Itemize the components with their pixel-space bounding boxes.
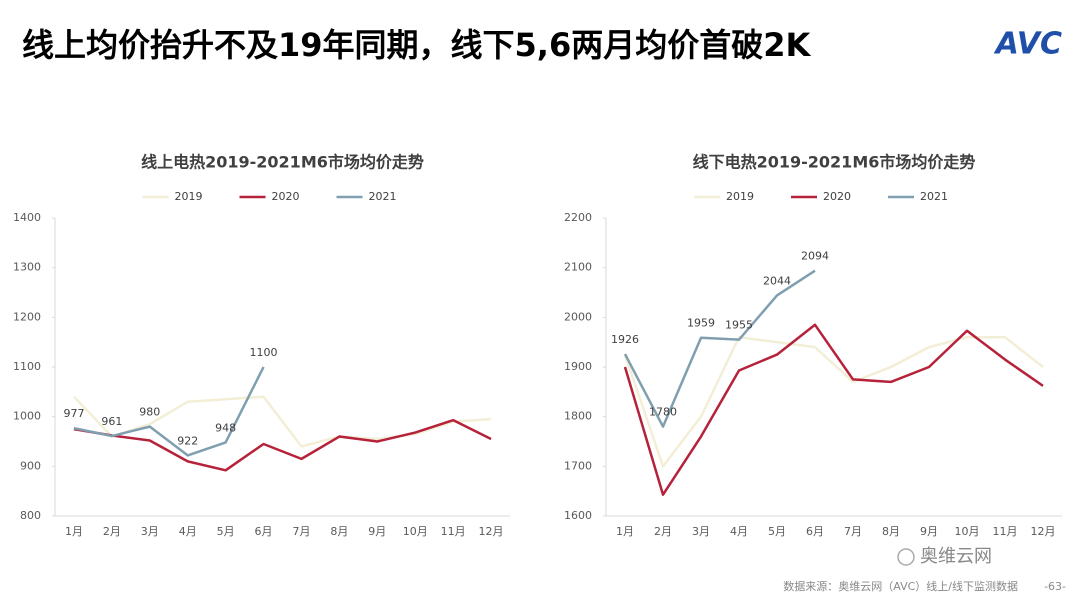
y-tick-label: 900	[20, 459, 41, 472]
y-tick-label: 1300	[13, 261, 41, 274]
x-tick-label: 6月	[806, 525, 824, 538]
x-tick-label: 9月	[368, 525, 386, 538]
data-label: 948	[215, 421, 236, 434]
series-line	[73, 395, 492, 448]
y-tick-label: 1000	[13, 410, 41, 423]
x-tick-label: 1月	[616, 525, 634, 538]
y-tick-label: 1200	[13, 310, 41, 323]
y-tick-label: 800	[20, 509, 41, 522]
legend-label: 2021	[369, 190, 397, 203]
y-tick-label: 1600	[564, 509, 592, 522]
x-tick-label: 4月	[179, 525, 197, 538]
x-tick-label: 1月	[65, 525, 83, 538]
data-label: 1926	[611, 333, 639, 346]
series-line	[623, 269, 816, 428]
data-label: 2044	[763, 274, 791, 287]
x-tick-label: 12月	[479, 525, 504, 538]
y-tick-label: 2100	[564, 261, 592, 274]
data-label: 2094	[801, 250, 829, 263]
x-tick-label: 10月	[955, 525, 980, 538]
y-tick-label: 1900	[564, 360, 592, 373]
series-line	[73, 366, 265, 457]
x-tick-label: 5月	[217, 525, 235, 538]
logo: AVC	[994, 27, 1062, 62]
x-tick-label: 2月	[103, 525, 121, 538]
x-tick-label: 7月	[292, 525, 310, 538]
chart-title: 线上电热2019-2021M6市场均价走势	[141, 153, 424, 172]
data-label: 980	[139, 406, 160, 419]
y-tick-label: 1100	[13, 360, 41, 373]
data-label: 961	[101, 415, 122, 428]
x-tick-label: 8月	[882, 525, 900, 538]
x-tick-label: 8月	[330, 525, 348, 538]
slide-title: 线上均价抬升不及19年同期，线下5,6两月均价首破2K	[22, 26, 811, 64]
legend-label: 2021	[920, 190, 948, 203]
series-line	[623, 323, 1044, 496]
x-tick-label: 3月	[692, 525, 710, 538]
y-tick-label: 1400	[13, 211, 41, 224]
series-line	[73, 418, 492, 472]
legend-label: 2020	[272, 190, 300, 203]
x-tick-label: 7月	[844, 525, 862, 538]
data-label: 1780	[649, 406, 677, 419]
data-label: 922	[177, 434, 198, 447]
x-tick-label: 11月	[993, 525, 1018, 538]
data-label: 1955	[725, 319, 753, 332]
data-label: 1959	[687, 317, 715, 330]
x-tick-label: 12月	[1031, 525, 1056, 538]
x-tick-label: 3月	[141, 525, 159, 538]
page-number: -63-	[1044, 580, 1066, 593]
source-note: 数据来源：奥维云网（AVC）线上/线下监测数据	[783, 579, 1018, 593]
x-tick-label: 2月	[654, 525, 672, 538]
x-tick-label: 9月	[920, 525, 938, 538]
wechat-label: 奥维云网	[920, 546, 992, 567]
y-tick-label: 2200	[564, 211, 592, 224]
data-label: 977	[63, 407, 84, 420]
x-tick-label: 11月	[441, 525, 466, 538]
y-tick-label: 2000	[564, 310, 592, 323]
x-tick-label: 5月	[768, 525, 786, 538]
y-tick-label: 1800	[564, 410, 592, 423]
legend-label: 2020	[823, 190, 851, 203]
series-line	[623, 335, 1044, 468]
wechat-icon	[897, 548, 915, 566]
x-tick-label: 6月	[255, 525, 273, 538]
x-tick-label: 10月	[403, 525, 428, 538]
chart-title: 线下电热2019-2021M6市场均价走势	[693, 153, 976, 172]
data-label: 1100	[250, 346, 278, 359]
legend-label: 2019	[175, 190, 203, 203]
legend-label: 2019	[726, 190, 754, 203]
x-tick-label: 4月	[730, 525, 748, 538]
y-tick-label: 1700	[564, 459, 592, 472]
